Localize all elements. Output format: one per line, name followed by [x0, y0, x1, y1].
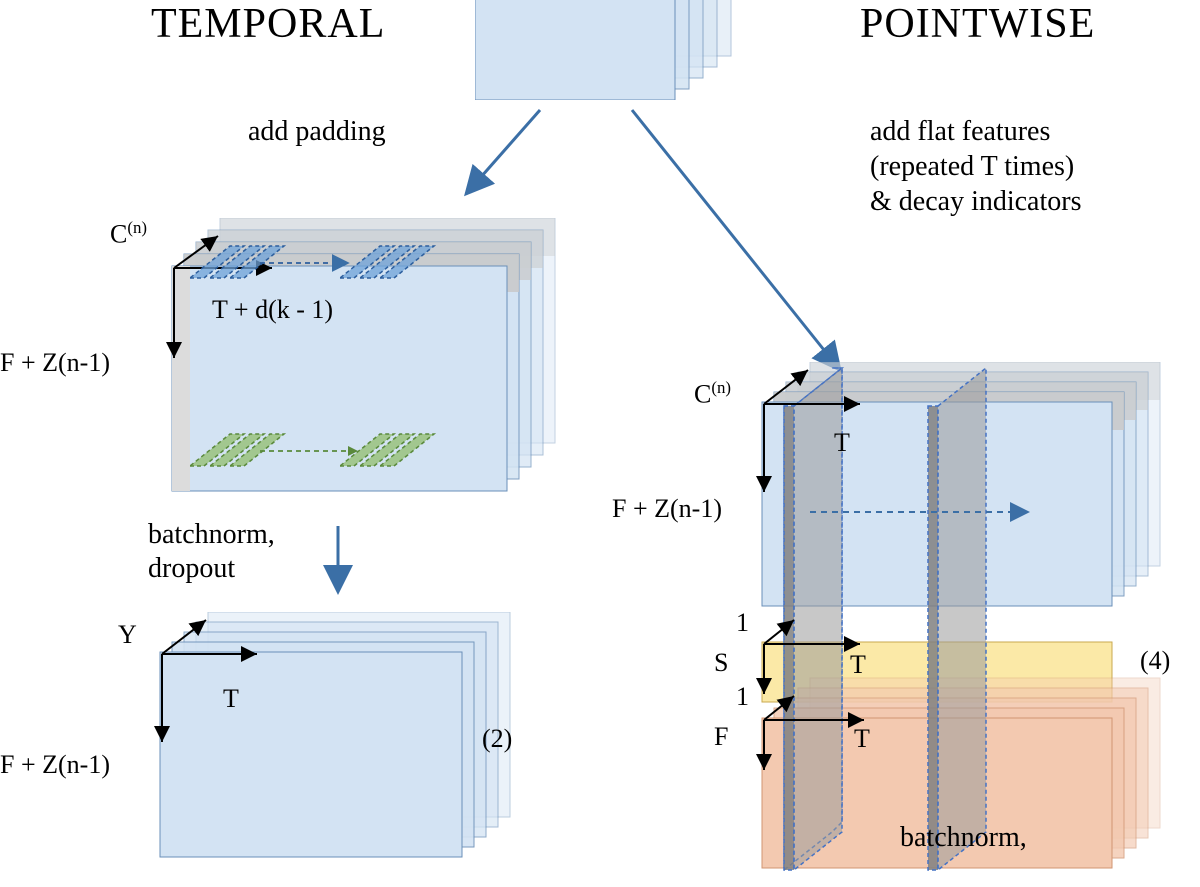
Cn-base: C	[110, 220, 127, 249]
flat-features-line-1: add flat features	[870, 114, 1081, 149]
label-eq2: (2)	[482, 724, 512, 754]
label-eq4: (4)	[1140, 646, 1170, 676]
label-Cn-pointwise: C(n)	[694, 378, 731, 410]
label-T-orange: T	[854, 724, 870, 754]
temporal-block	[152, 218, 582, 533]
diagram-root: { "headings": { "temporal": "TEMPORAL", …	[0, 0, 1200, 856]
Cn-sup: (n)	[127, 218, 147, 237]
label-one-bottom: 1	[736, 682, 749, 712]
label-Y: Y	[118, 620, 137, 650]
label-batchnorm-dropout-left: batchnorm, dropout	[148, 518, 275, 585]
bn-line2: dropout	[148, 552, 275, 586]
label-T-dk: T + d(k - 1)	[212, 295, 333, 325]
label-one-top: 1	[736, 608, 749, 638]
label-FZ-temporal: F + Z(n-1)	[0, 348, 110, 378]
label-FZ-pointwise: F + Z(n-1)	[612, 494, 722, 524]
Cn-sup-2: (n)	[711, 378, 731, 397]
label-T-output: T	[223, 684, 239, 714]
label-S: S	[714, 648, 728, 678]
label-FZ-output: F + Z(n-1)	[0, 750, 110, 780]
label-add-flat-features: add flat features (repeated T times) & d…	[870, 114, 1081, 219]
pointwise-block	[732, 362, 1200, 887]
label-Cn-temporal: C(n)	[110, 218, 147, 250]
flat-features-line-3: & decay indicators	[870, 184, 1081, 219]
label-T-yellow: T	[850, 650, 866, 680]
label-F: F	[714, 722, 728, 752]
Cn-base-2: C	[694, 380, 711, 409]
flat-features-line-2: (repeated T times)	[870, 149, 1081, 184]
label-add-padding: add padding	[248, 116, 386, 148]
label-batchnorm-bottom: batchnorm,	[900, 822, 1027, 854]
label-T-pointwise: T	[834, 428, 850, 458]
bn-line1: batchnorm,	[148, 518, 275, 552]
